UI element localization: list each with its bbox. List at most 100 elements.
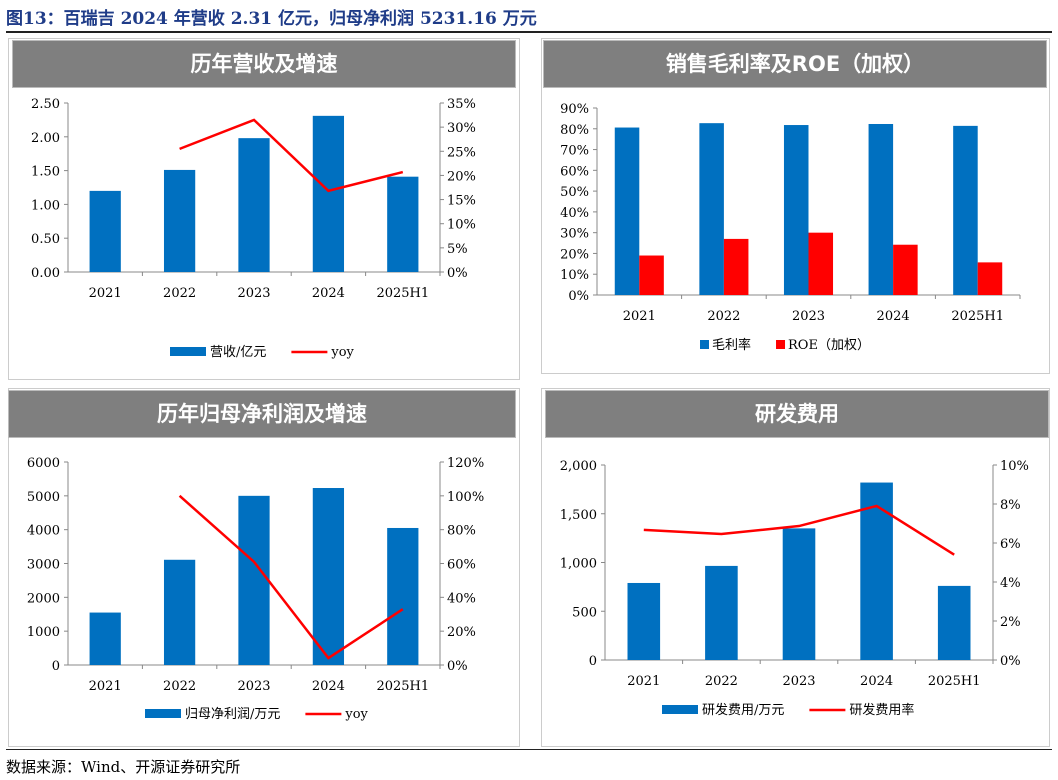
- x-tick-label: 2021: [89, 679, 122, 694]
- bar: [723, 238, 749, 295]
- bar: [868, 123, 894, 295]
- x-tick-label: 2023: [237, 679, 270, 694]
- legend-swatch: [700, 340, 709, 349]
- source-note: 数据来源：Wind、开源证券研究所: [6, 758, 241, 776]
- x-tick-label: 2021: [623, 309, 656, 324]
- chart-title-margin-roe: 销售毛利率及ROE（加权）: [543, 40, 1047, 88]
- bar: [238, 495, 270, 665]
- right-tick-label: 6%: [1000, 537, 1021, 552]
- right-tick-label: 60%: [447, 558, 476, 573]
- legend-label: 研发费用/万元: [702, 702, 784, 718]
- right-tick-label: 40%: [447, 591, 476, 606]
- legend-label: 归母净利润/万元: [185, 707, 280, 722]
- right-tick-label: 20%: [447, 625, 476, 640]
- legend-swatch: [145, 709, 181, 718]
- chart-title-net-profit: 历年归母净利润及增速: [8, 390, 516, 438]
- bar: [163, 169, 196, 272]
- legend-swatch: [662, 705, 698, 714]
- left-tick-label: 90%: [560, 102, 589, 117]
- left-tick-label: 50%: [560, 185, 589, 200]
- legend-label: ROE（加权）: [788, 337, 870, 353]
- figure-title: 图13：百瑞吉 2024 年营收 2.31 亿元，归母净利润 5231.16 万…: [6, 9, 537, 29]
- bar: [312, 488, 345, 665]
- left-tick-label: 2000: [27, 591, 60, 606]
- x-tick-label: 2022: [163, 286, 196, 301]
- legend-label: 研发费用率: [849, 702, 914, 718]
- left-tick-label: 5000: [27, 490, 60, 505]
- left-tick-label: 2,000: [560, 459, 597, 474]
- left-tick-label: 3000: [27, 558, 60, 573]
- bar: [705, 565, 738, 660]
- right-tick-label: 30%: [447, 121, 476, 136]
- left-tick-label: 500: [572, 605, 597, 620]
- bar: [387, 176, 419, 272]
- line-series: [643, 504, 955, 556]
- bar: [89, 612, 121, 665]
- bar: [312, 115, 345, 273]
- bar: [893, 244, 918, 295]
- x-tick-label: 2024: [860, 674, 893, 689]
- title-rule: [6, 31, 1052, 33]
- bar: [627, 582, 661, 660]
- legend-label: 毛利率: [712, 337, 751, 353]
- left-tick-label: 6000: [27, 456, 60, 471]
- bar: [89, 190, 121, 272]
- x-tick-label: 2023: [237, 286, 270, 301]
- left-tick-label: 80%: [560, 123, 589, 138]
- legend-label: yoy: [330, 345, 354, 360]
- bar: [977, 262, 1003, 295]
- x-tick-label: 2024: [312, 679, 345, 694]
- right-tick-label: 2%: [1000, 615, 1021, 630]
- x-tick-label: 2025H1: [951, 309, 1004, 324]
- left-tick-label: 0.50: [31, 232, 60, 247]
- bar: [639, 255, 664, 295]
- right-tick-label: 0%: [447, 266, 468, 281]
- left-tick-label: 70%: [560, 144, 589, 159]
- right-tick-label: 8%: [1000, 498, 1021, 513]
- line-series: [179, 118, 404, 193]
- left-tick-label: 0: [52, 659, 60, 674]
- right-tick-label: 25%: [447, 145, 476, 160]
- left-tick-label: 0%: [568, 289, 589, 304]
- left-tick-label: 2.50: [31, 97, 60, 112]
- bar: [387, 527, 419, 665]
- legend-label: 营收/亿元: [210, 345, 266, 360]
- legend-swatch: [776, 340, 786, 349]
- x-tick-label: 2021: [89, 286, 122, 301]
- legend-label: yoy: [344, 707, 368, 722]
- right-tick-label: 35%: [447, 97, 476, 112]
- bar: [782, 528, 816, 660]
- x-tick-label: 2022: [707, 309, 740, 324]
- bar: [238, 138, 270, 272]
- right-tick-label: 100%: [447, 490, 484, 505]
- chart-title-rd: 研发费用: [545, 390, 1049, 438]
- left-tick-label: 0.00: [31, 266, 60, 281]
- right-tick-label: 5%: [447, 242, 468, 257]
- x-tick-label: 2024: [312, 286, 345, 301]
- x-tick-label: 2023: [792, 309, 825, 324]
- left-tick-label: 0: [589, 654, 597, 669]
- left-tick-label: 10%: [560, 268, 589, 283]
- x-tick-label: 2025H1: [376, 286, 429, 301]
- right-tick-label: 10%: [1000, 459, 1029, 474]
- left-tick-label: 1.00: [31, 198, 60, 213]
- chart-title-revenue: 历年营收及增速: [12, 40, 516, 88]
- left-tick-label: 20%: [560, 247, 589, 262]
- bar: [953, 125, 978, 295]
- x-tick-label: 2023: [782, 674, 815, 689]
- footer-rule: [6, 749, 1052, 750]
- bar: [783, 125, 809, 295]
- right-tick-label: 10%: [447, 218, 476, 233]
- left-tick-label: 40%: [560, 206, 589, 221]
- line-series: [178, 494, 404, 660]
- x-tick-label: 2022: [705, 674, 738, 689]
- x-tick-label: 2022: [163, 679, 196, 694]
- bar: [614, 127, 640, 295]
- left-tick-label: 1,000: [560, 557, 597, 572]
- right-tick-label: 0%: [1000, 654, 1021, 669]
- left-tick-label: 2.00: [31, 131, 60, 146]
- x-tick-label: 2021: [627, 674, 660, 689]
- left-tick-label: 30%: [560, 227, 589, 242]
- right-tick-label: 20%: [447, 169, 476, 184]
